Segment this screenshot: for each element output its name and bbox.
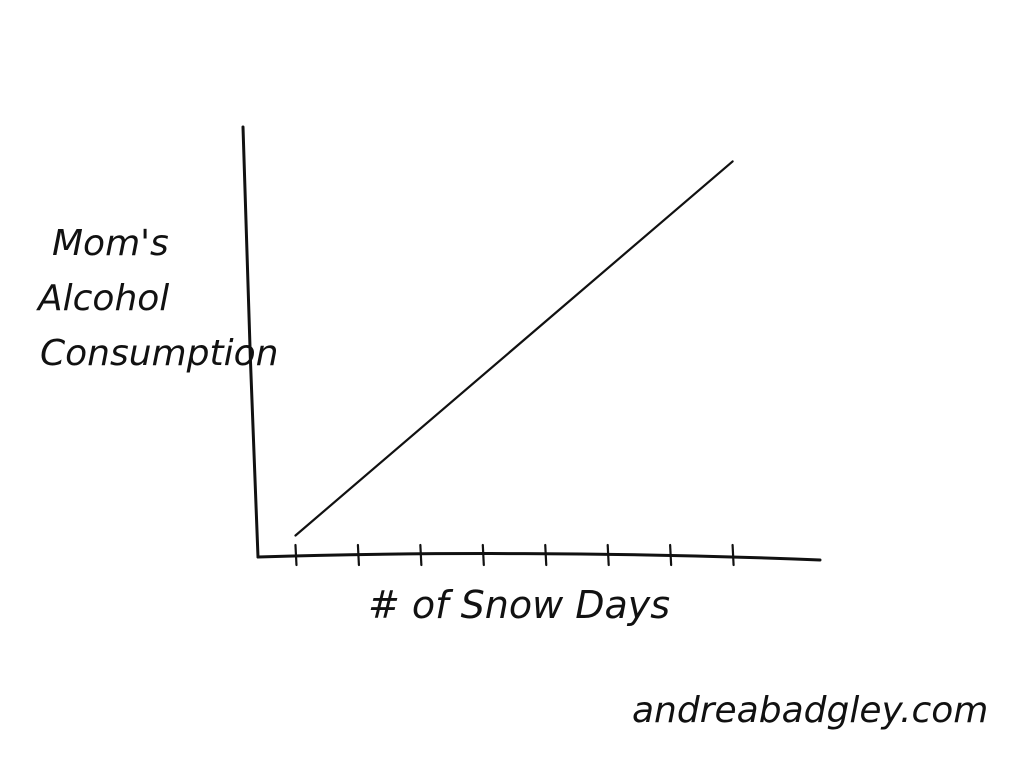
x-tick <box>606 543 610 567</box>
x-tick <box>481 543 485 567</box>
y-axis-label-line-3: Consumption <box>40 333 278 374</box>
x-tick <box>669 543 673 567</box>
x-tick <box>294 543 298 567</box>
x-tick <box>544 543 548 567</box>
y-axis <box>241 125 260 559</box>
series-group <box>294 160 734 537</box>
series-line <box>294 160 734 537</box>
y-axis-label-line-1: Mom's <box>52 223 169 264</box>
x-axis-label: # of Snow Days <box>368 583 670 627</box>
x-axis <box>256 552 822 562</box>
credit-text: andreabadgley.com <box>632 690 988 731</box>
x-tick <box>731 543 735 567</box>
x-tick <box>419 543 423 567</box>
x-ticks <box>294 543 735 567</box>
x-tick <box>356 543 361 567</box>
y-axis-label-line-2: Alcohol <box>36 278 169 319</box>
